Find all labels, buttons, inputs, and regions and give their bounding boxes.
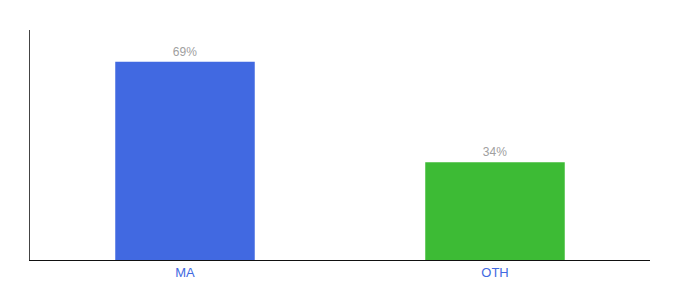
- svg-text:34%: 34%: [483, 145, 507, 159]
- svg-text:OTH: OTH: [481, 265, 508, 280]
- svg-text:69%: 69%: [173, 45, 197, 59]
- svg-text:MA: MA: [175, 265, 195, 280]
